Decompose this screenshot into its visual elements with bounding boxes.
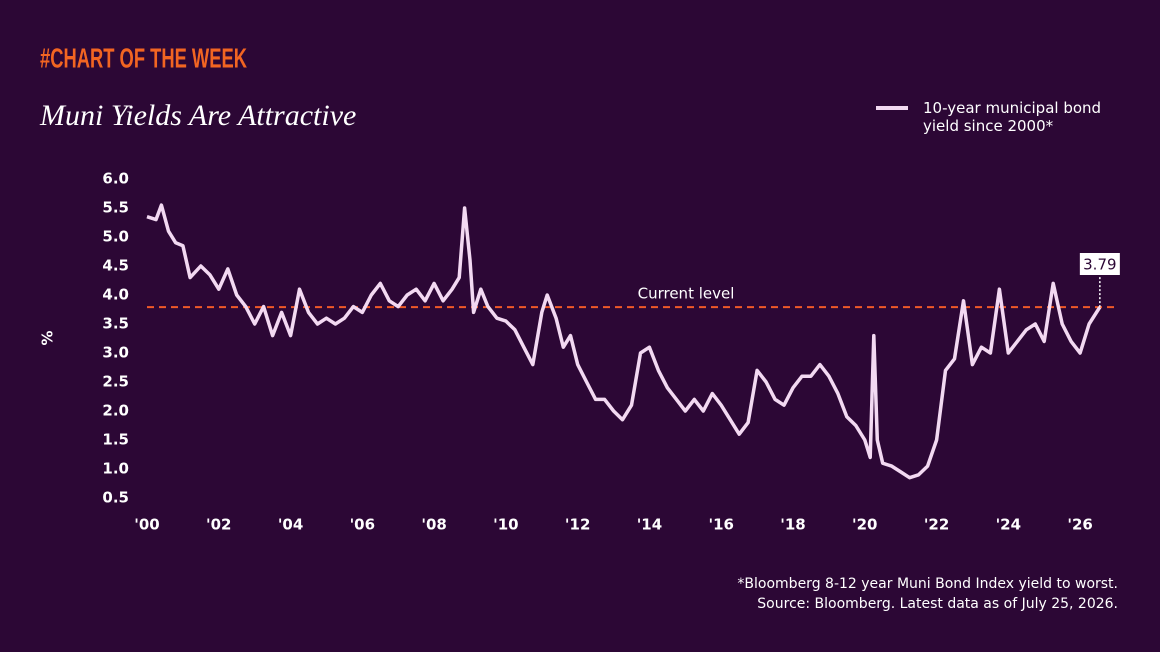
y-tick-label: 3.0	[102, 344, 129, 362]
y-tick-label: 4.5	[102, 257, 129, 275]
x-tick-label: '26	[1067, 516, 1092, 534]
y-tick-label: 2.5	[102, 373, 129, 391]
x-tick-label: '12	[565, 516, 590, 534]
y-tick-label: 3.5	[102, 315, 129, 333]
y-tick-label: 5.0	[102, 228, 129, 246]
x-tick-label: '22	[924, 516, 949, 534]
legend-label: 10-year municipal bond yield since 2000*	[923, 99, 1102, 135]
x-tick-label: '24	[996, 516, 1021, 534]
kicker: #CHART OF THE WEEK	[40, 42, 247, 73]
x-tick-label: '14	[637, 516, 662, 534]
y-tick-label: 1.5	[102, 431, 129, 449]
y-tick-label: 2.0	[102, 402, 129, 420]
x-tick-label: '10	[493, 516, 518, 534]
reference-label: Current level	[638, 285, 735, 303]
y-tick-label: 5.5	[102, 199, 129, 217]
x-tick-label: '08	[421, 516, 446, 534]
x-tick-label: '16	[708, 516, 733, 534]
y-tick-label: 0.5	[102, 489, 129, 507]
y-tick-label: 4.0	[102, 286, 129, 304]
x-tick-label: '04	[278, 516, 303, 534]
y-tick-label: 6.0	[102, 170, 129, 188]
note: Source: Bloomberg. Latest data as of Jul…	[757, 596, 1118, 612]
value-label: 3.79	[1083, 256, 1116, 274]
x-tick-label: '02	[206, 516, 231, 534]
note: *Bloomberg 8-12 year Muni Bond Index yie…	[737, 576, 1118, 592]
x-tick-label: '00	[134, 516, 159, 534]
chart-title: Muni Yields Are Attractive	[39, 99, 356, 132]
x-tick-label: '20	[852, 516, 877, 534]
x-tick-label: '18	[780, 516, 805, 534]
y-axis-label: %	[39, 330, 57, 345]
x-tick-label: '06	[350, 516, 375, 534]
series-line	[146, 203, 1102, 480]
value-label-box	[1079, 253, 1120, 275]
y-tick-label: 1.0	[102, 460, 129, 478]
